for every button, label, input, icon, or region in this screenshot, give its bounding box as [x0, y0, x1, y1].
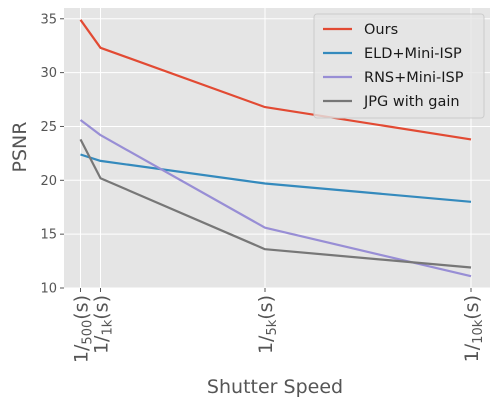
x-axis-label: Shutter Speed	[207, 376, 343, 398]
y-axis-label: PSNR	[9, 122, 31, 173]
y-tick-label: 25	[40, 120, 57, 135]
series-line-rns-mini-isp	[79, 119, 472, 278]
y-axis-ticks: 10 15 20 25 30 35	[40, 12, 64, 297]
x-tick-label: 1/10k(s)	[461, 295, 486, 362]
x-tick-label: 1/1k(s)	[91, 295, 116, 354]
grid	[64, 8, 490, 289]
series-line-ours	[79, 19, 472, 141]
series-lines	[79, 19, 472, 278]
series-line-jpg-with-gain	[79, 138, 472, 269]
legend-label: ELD+Mini-ISP	[364, 46, 462, 62]
legend-label: RNS+Mini-ISP	[364, 70, 464, 86]
y-tick-label: 20	[40, 174, 57, 189]
y-tick-label: 30	[40, 66, 57, 81]
y-tick-label: 15	[40, 228, 57, 243]
legend-box	[313, 13, 485, 119]
legend-label: Ours	[364, 22, 398, 38]
x-tick-label: 1/5k(s)	[255, 295, 280, 354]
legend: Ours ELD+Mini-ISP RNS+Mini-ISP JPG with gai…	[313, 13, 485, 119]
legend-label: JPG with gain	[363, 94, 460, 110]
x-axis-ticks: 1/500(s)1/1k(s) 1/5k(s) 1/10k(s)	[71, 288, 486, 363]
x-tick-label: 1/500(s)	[71, 295, 96, 363]
y-tick-label: 10	[40, 282, 57, 297]
y-tick-label: 35	[40, 12, 57, 27]
